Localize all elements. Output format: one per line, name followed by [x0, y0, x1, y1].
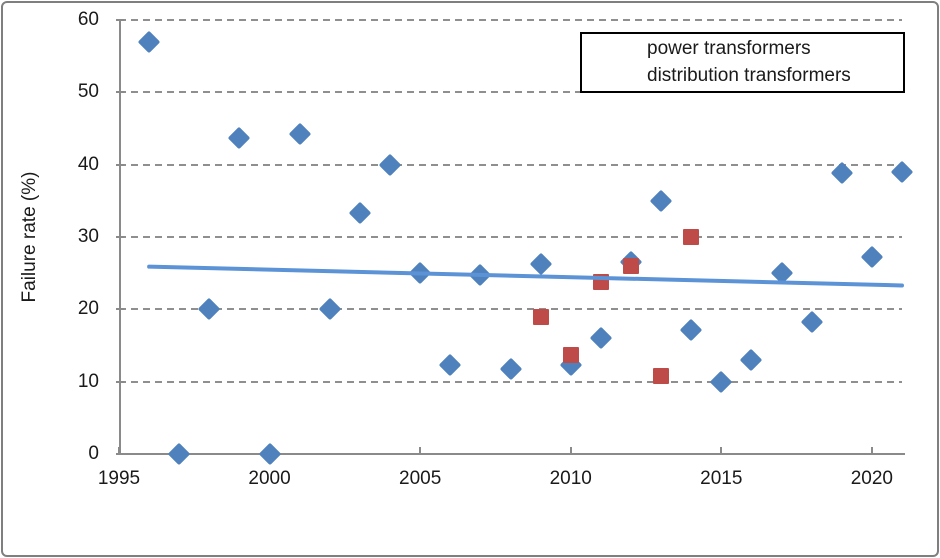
- y-tick-label-60: 60: [77, 9, 99, 30]
- power-transformer-point: [499, 357, 522, 380]
- power-transformer-point: [679, 318, 703, 342]
- y-tick-label-10: 10: [77, 370, 99, 392]
- power-transformer-point: [589, 326, 613, 350]
- x-tick-mark-2010: [569, 447, 572, 454]
- power-transformer-point: [740, 348, 763, 372]
- x-tick-mark-2005: [419, 447, 422, 454]
- y-axis-labels: 0 10 20 30 40 50 60: [0, 9, 99, 464]
- distribution-transformer-point: [562, 346, 579, 363]
- legend-item-distribution-transformers: distribution transformers: [612, 64, 903, 88]
- power-transformer-point: [529, 252, 552, 276]
- distribution-transformer-point: [532, 308, 549, 325]
- x-tick-mark-1995: [118, 447, 120, 454]
- power-transformer-point: [709, 370, 733, 393]
- x-tick-mark-2015: [720, 447, 723, 454]
- x-tick-label-2020: 2020: [850, 468, 894, 489]
- y-tick-mark-30: [116, 236, 124, 238]
- x-tick-label-2000: 2000: [248, 468, 291, 489]
- x-tick-label-1995: 1995: [97, 468, 141, 489]
- y-tick-mark-50: [116, 91, 124, 94]
- gridline-y-40: [119, 163, 902, 166]
- x-tick-label-2015: 2015: [700, 468, 743, 489]
- y-tick-label-40: 40: [77, 153, 99, 175]
- power-transformer-point: [288, 122, 312, 145]
- y-tick-mark-60: [116, 19, 124, 21]
- legend-label: distribution transformers: [647, 65, 851, 86]
- y-tick-mark-20: [116, 308, 124, 311]
- power-transformer-point: [860, 245, 884, 269]
- x-tick-label-2005: 2005: [399, 468, 442, 489]
- x-tick-label-2010: 2010: [549, 468, 592, 489]
- square-glyph: [614, 69, 628, 83]
- power-transformer-point: [469, 263, 492, 286]
- gridline-y-60: [119, 19, 902, 21]
- power-transformer-point: [167, 442, 191, 466]
- gridline-y-20: [119, 308, 902, 311]
- power-transformer-point: [137, 30, 161, 54]
- gridline-y-10: [119, 380, 902, 383]
- y-tick-mark-10: [116, 380, 124, 383]
- power-transformer-point: [438, 353, 462, 377]
- x-tick-mark-2020: [870, 447, 873, 454]
- diamond-glyph: [613, 41, 630, 58]
- y-tick-label-20: 20: [77, 298, 99, 320]
- y-tick-mark-0: [116, 453, 124, 455]
- legend-label: power transformers: [647, 38, 811, 59]
- x-axis-line: [119, 453, 905, 455]
- distribution-transformer-point: [622, 257, 639, 274]
- x-axis-labels: 1995 2000 2005 2010 2015 2020: [98, 468, 902, 494]
- power-transformer-point: [649, 189, 673, 213]
- power-transformer-point: [408, 261, 432, 285]
- power-transformer-point: [228, 126, 251, 150]
- y-tick-label-50: 50: [77, 81, 99, 103]
- gridline-y-50: [119, 91, 902, 94]
- distribution-transformer-point: [592, 273, 609, 290]
- y-tick-label-0: 0: [88, 443, 99, 464]
- y-tick-mark-40: [116, 163, 124, 166]
- power-transformer-point: [800, 311, 823, 334]
- distribution-series-square-icon: [612, 67, 630, 85]
- power-series-diamond-icon: [612, 40, 630, 58]
- power-transformer-point: [258, 442, 281, 466]
- power-transformer-point: [378, 153, 402, 176]
- gridline-y-30: [119, 236, 902, 238]
- y-tick-label-30: 30: [77, 226, 99, 247]
- power-transformer-point: [318, 298, 342, 321]
- power-transformer-point: [770, 261, 793, 285]
- power-transformer-point: [198, 298, 221, 321]
- legend-item-power-transformers: power transformers: [612, 37, 903, 61]
- legend: power transformers distribution transfor…: [580, 32, 905, 93]
- distribution-transformer-point: [653, 367, 670, 384]
- distribution-transformer-point: [683, 229, 700, 245]
- power-transformer-point: [348, 201, 372, 225]
